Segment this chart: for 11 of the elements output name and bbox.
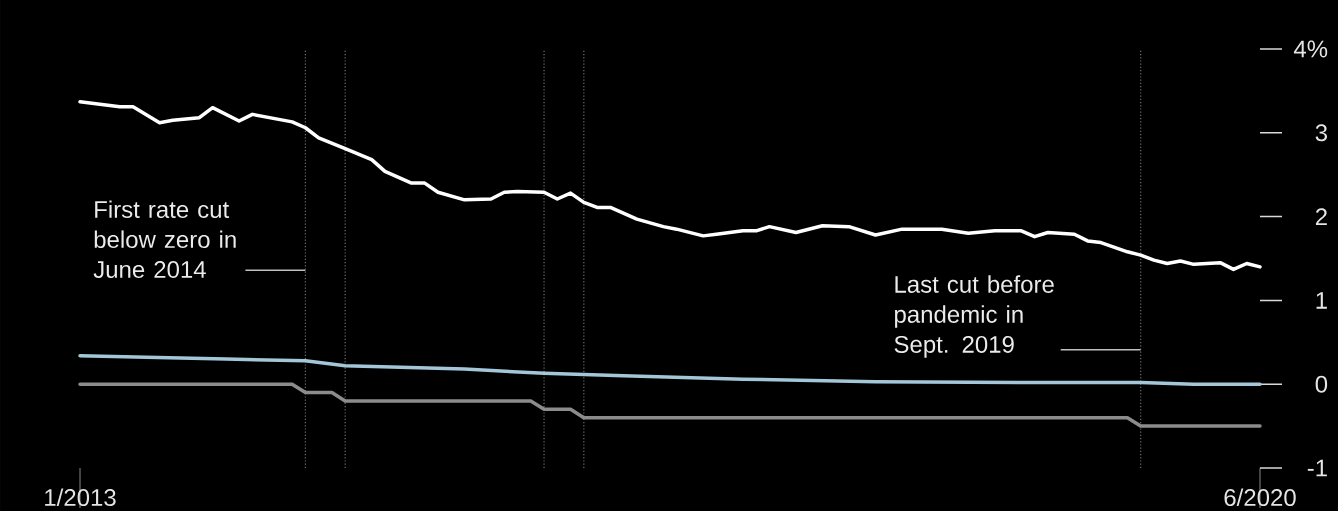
- y-tick-label: 3: [1315, 124, 1328, 142]
- y-tick-label: 1: [1316, 292, 1327, 309]
- y-tick-label: 2: [1315, 208, 1327, 225]
- annotation: First rate cut below zero in June 2014: [93, 200, 236, 278]
- y-tick-label: 4%: [1293, 40, 1328, 58]
- x-tick-label: 6/2020: [1224, 488, 1296, 507]
- line-series: [78, 382, 1262, 428]
- y-tick-label: -1: [1307, 459, 1327, 477]
- y-tick-label: 0: [1315, 375, 1328, 393]
- x-tick-label: 1/2013: [45, 488, 116, 507]
- annotation: Last cut before pandemic in Sept. 2019: [894, 275, 1054, 358]
